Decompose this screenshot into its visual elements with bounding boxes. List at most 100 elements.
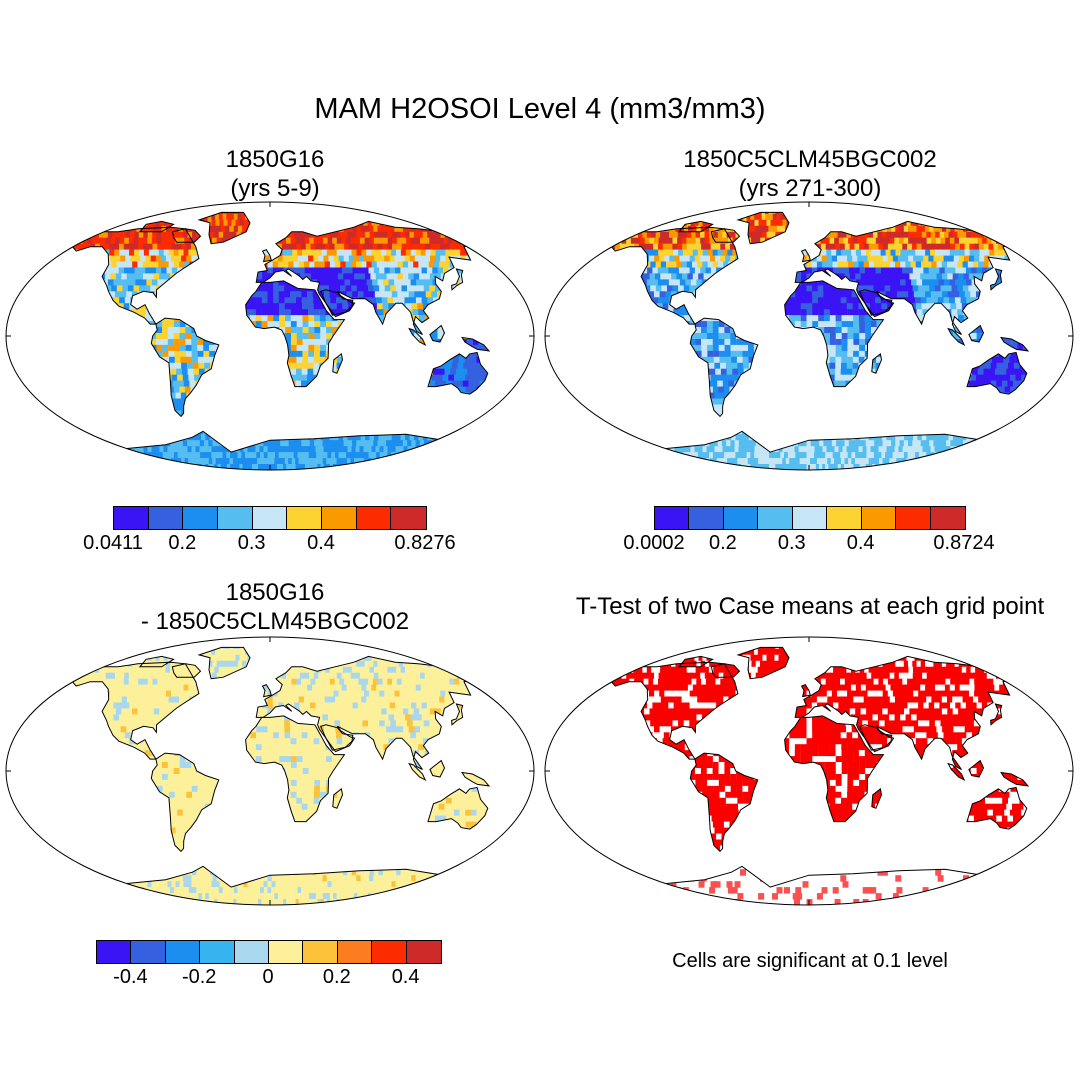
colorbar-label: 0.2 (322, 966, 351, 988)
coastline (71, 661, 200, 760)
colorbar-label: 0.4 (391, 966, 420, 988)
map-panel-2 (544, 201, 1074, 471)
coastline (150, 317, 220, 418)
coastline (736, 211, 790, 245)
coastline (171, 228, 202, 243)
coastline (784, 280, 885, 388)
colorbar-swatch (861, 507, 897, 529)
coastline (871, 788, 883, 809)
coastline (261, 683, 272, 698)
panel2-title: 1850C5CLM45BGC002 (yrs 271-300) (540, 145, 1080, 203)
panel1-title-line1: 1850G16 (225, 146, 325, 173)
coastline (794, 220, 1020, 335)
coastline (710, 228, 741, 243)
colorbar-swatch (655, 507, 690, 529)
coastline (800, 248, 811, 263)
colorbar-swatch (252, 507, 288, 529)
colorbar-swatch (372, 941, 407, 963)
colorbar-label: -0.2 (181, 966, 217, 988)
coastline (794, 655, 1020, 770)
colorbar-label: 0.8276 (394, 532, 456, 554)
coastline (171, 663, 202, 678)
coastline (736, 646, 790, 680)
colorbar-label: 0.0002 (623, 532, 685, 554)
map-panel-4 (544, 636, 1074, 906)
colorbar-swatch (689, 507, 724, 529)
panel1-title-line2: (yrs 5-9) (230, 175, 320, 202)
coastline (858, 724, 893, 751)
colorbar-swatch (165, 941, 201, 963)
coastline (1000, 771, 1030, 787)
coastline (429, 759, 446, 778)
map-panel-3 (5, 636, 535, 906)
colorbar-swatch (183, 507, 218, 529)
colorbar-swatch (287, 507, 322, 529)
colorbar-swatch (148, 507, 184, 529)
coastline (461, 771, 491, 787)
coastline (784, 715, 885, 823)
colorbar-panel-3 (96, 940, 442, 964)
coastline (461, 336, 491, 352)
coastline (966, 786, 1028, 830)
coastline (197, 211, 251, 245)
coastline (319, 289, 354, 316)
colorbar-swatch (930, 507, 965, 529)
coastline (610, 226, 739, 325)
colorbar-swatch (131, 941, 166, 963)
coastline (968, 324, 985, 343)
colorbar-swatch (200, 941, 235, 963)
colorbar-panel-1 (113, 506, 427, 530)
coastline (138, 220, 175, 233)
colorbar-swatch (97, 941, 132, 963)
panel2-title-line1: 1850C5CLM45BGC002 (683, 146, 937, 173)
coastline (451, 268, 464, 291)
coastline (71, 226, 200, 325)
colorbar-swatch (234, 941, 269, 963)
panel3-title-line2: - 1850C5CLM45BGC002 (140, 608, 410, 635)
coastline (689, 317, 759, 418)
coastline (966, 351, 1028, 395)
coastline (261, 248, 272, 263)
coastline (1000, 336, 1030, 352)
coastline (990, 703, 1003, 726)
coastline (858, 289, 893, 316)
coastline (408, 762, 427, 781)
coastline (710, 663, 741, 678)
coastline (677, 220, 714, 233)
colorbar-swatch (406, 941, 441, 963)
coastline (408, 327, 427, 346)
coastline (677, 655, 714, 668)
coastline (245, 715, 346, 823)
colorbar-swatch (114, 507, 149, 529)
colorbar-swatch (827, 507, 862, 529)
colorbar-panel-2 (654, 506, 966, 530)
colorbar-label: 0.4 (307, 532, 335, 554)
colorbar-label: 0.2 (708, 532, 737, 554)
coastline (332, 788, 344, 809)
panel4-title: T-Test of two Case means at each grid po… (540, 592, 1080, 621)
colorbar-swatch (356, 507, 392, 529)
map-panel-1 (5, 201, 535, 471)
coastline (138, 655, 175, 668)
coastline (800, 683, 811, 698)
colorbar-label: 0.0411 (83, 532, 143, 554)
coastline (319, 724, 354, 751)
colorbar-swatch (792, 507, 828, 529)
panel4-title-line1: T-Test of two Case means at each grid po… (575, 593, 1045, 620)
panel1-title: 1850G16 (yrs 5-9) (10, 145, 540, 203)
coastline (990, 268, 1003, 291)
colorbar-swatch (758, 507, 793, 529)
coastline (255, 655, 481, 770)
panel3-title-line1: 1850G16 (225, 579, 325, 606)
coastline (197, 646, 251, 680)
coastline (451, 703, 464, 726)
colorbar-label: 0 (262, 966, 274, 988)
coastline (610, 661, 739, 760)
significance-note: Cells are significant at 0.1 level (672, 950, 948, 972)
main-title: MAM H2OSOI Level 4 (mm3/mm3) (314, 93, 766, 125)
colorbar-label: 0.8724 (933, 532, 995, 554)
colorbar-swatch (268, 941, 304, 963)
colorbar-label: 0.3 (237, 532, 266, 554)
coastline (947, 327, 966, 346)
coastline (427, 786, 489, 830)
